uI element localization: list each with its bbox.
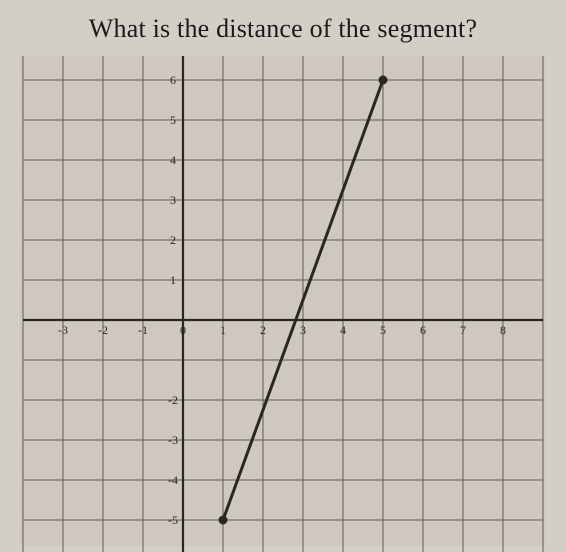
grid-svg: -3 -2 -1 0 1 2 3 4 5 6 7 8 6 5 4 3 2 1 -2 -3 -4 -5 <box>20 56 546 552</box>
endpoint-b <box>379 76 388 85</box>
svg-text:1: 1 <box>170 273 176 287</box>
svg-text:8: 8 <box>500 323 506 337</box>
grid-lines <box>23 56 543 552</box>
svg-text:2: 2 <box>170 233 176 247</box>
grid-chart: -3 -2 -1 0 1 2 3 4 5 6 7 8 6 5 4 3 2 1 -2 -3 -4 -5 <box>20 56 546 546</box>
svg-text:7: 7 <box>460 323 466 337</box>
svg-text:-1: -1 <box>138 323 148 337</box>
x-tick-labels: -3 -2 -1 0 1 2 3 4 5 6 7 8 <box>58 323 506 337</box>
svg-text:-3: -3 <box>58 323 68 337</box>
svg-text:4: 4 <box>340 323 346 337</box>
svg-text:-4: -4 <box>168 473 178 487</box>
svg-text:-3: -3 <box>168 433 178 447</box>
svg-text:0: 0 <box>180 323 186 337</box>
question-title: What is the distance of the segment? <box>0 14 566 44</box>
endpoint-a <box>219 516 228 525</box>
svg-text:-2: -2 <box>98 323 108 337</box>
svg-text:3: 3 <box>300 323 306 337</box>
svg-text:-2: -2 <box>168 393 178 407</box>
svg-text:1: 1 <box>220 323 226 337</box>
svg-text:6: 6 <box>420 323 426 337</box>
svg-text:3: 3 <box>170 193 176 207</box>
axes <box>23 56 543 552</box>
svg-text:5: 5 <box>380 323 386 337</box>
svg-text:5: 5 <box>170 113 176 127</box>
svg-text:-5: -5 <box>168 513 178 527</box>
svg-text:2: 2 <box>260 323 266 337</box>
page: What is the distance of the segment? -3-… <box>0 0 566 552</box>
svg-text:6: 6 <box>170 73 176 87</box>
svg-text:4: 4 <box>170 153 176 167</box>
y-tick-labels: 6 5 4 3 2 1 -2 -3 -4 -5 <box>168 73 178 527</box>
